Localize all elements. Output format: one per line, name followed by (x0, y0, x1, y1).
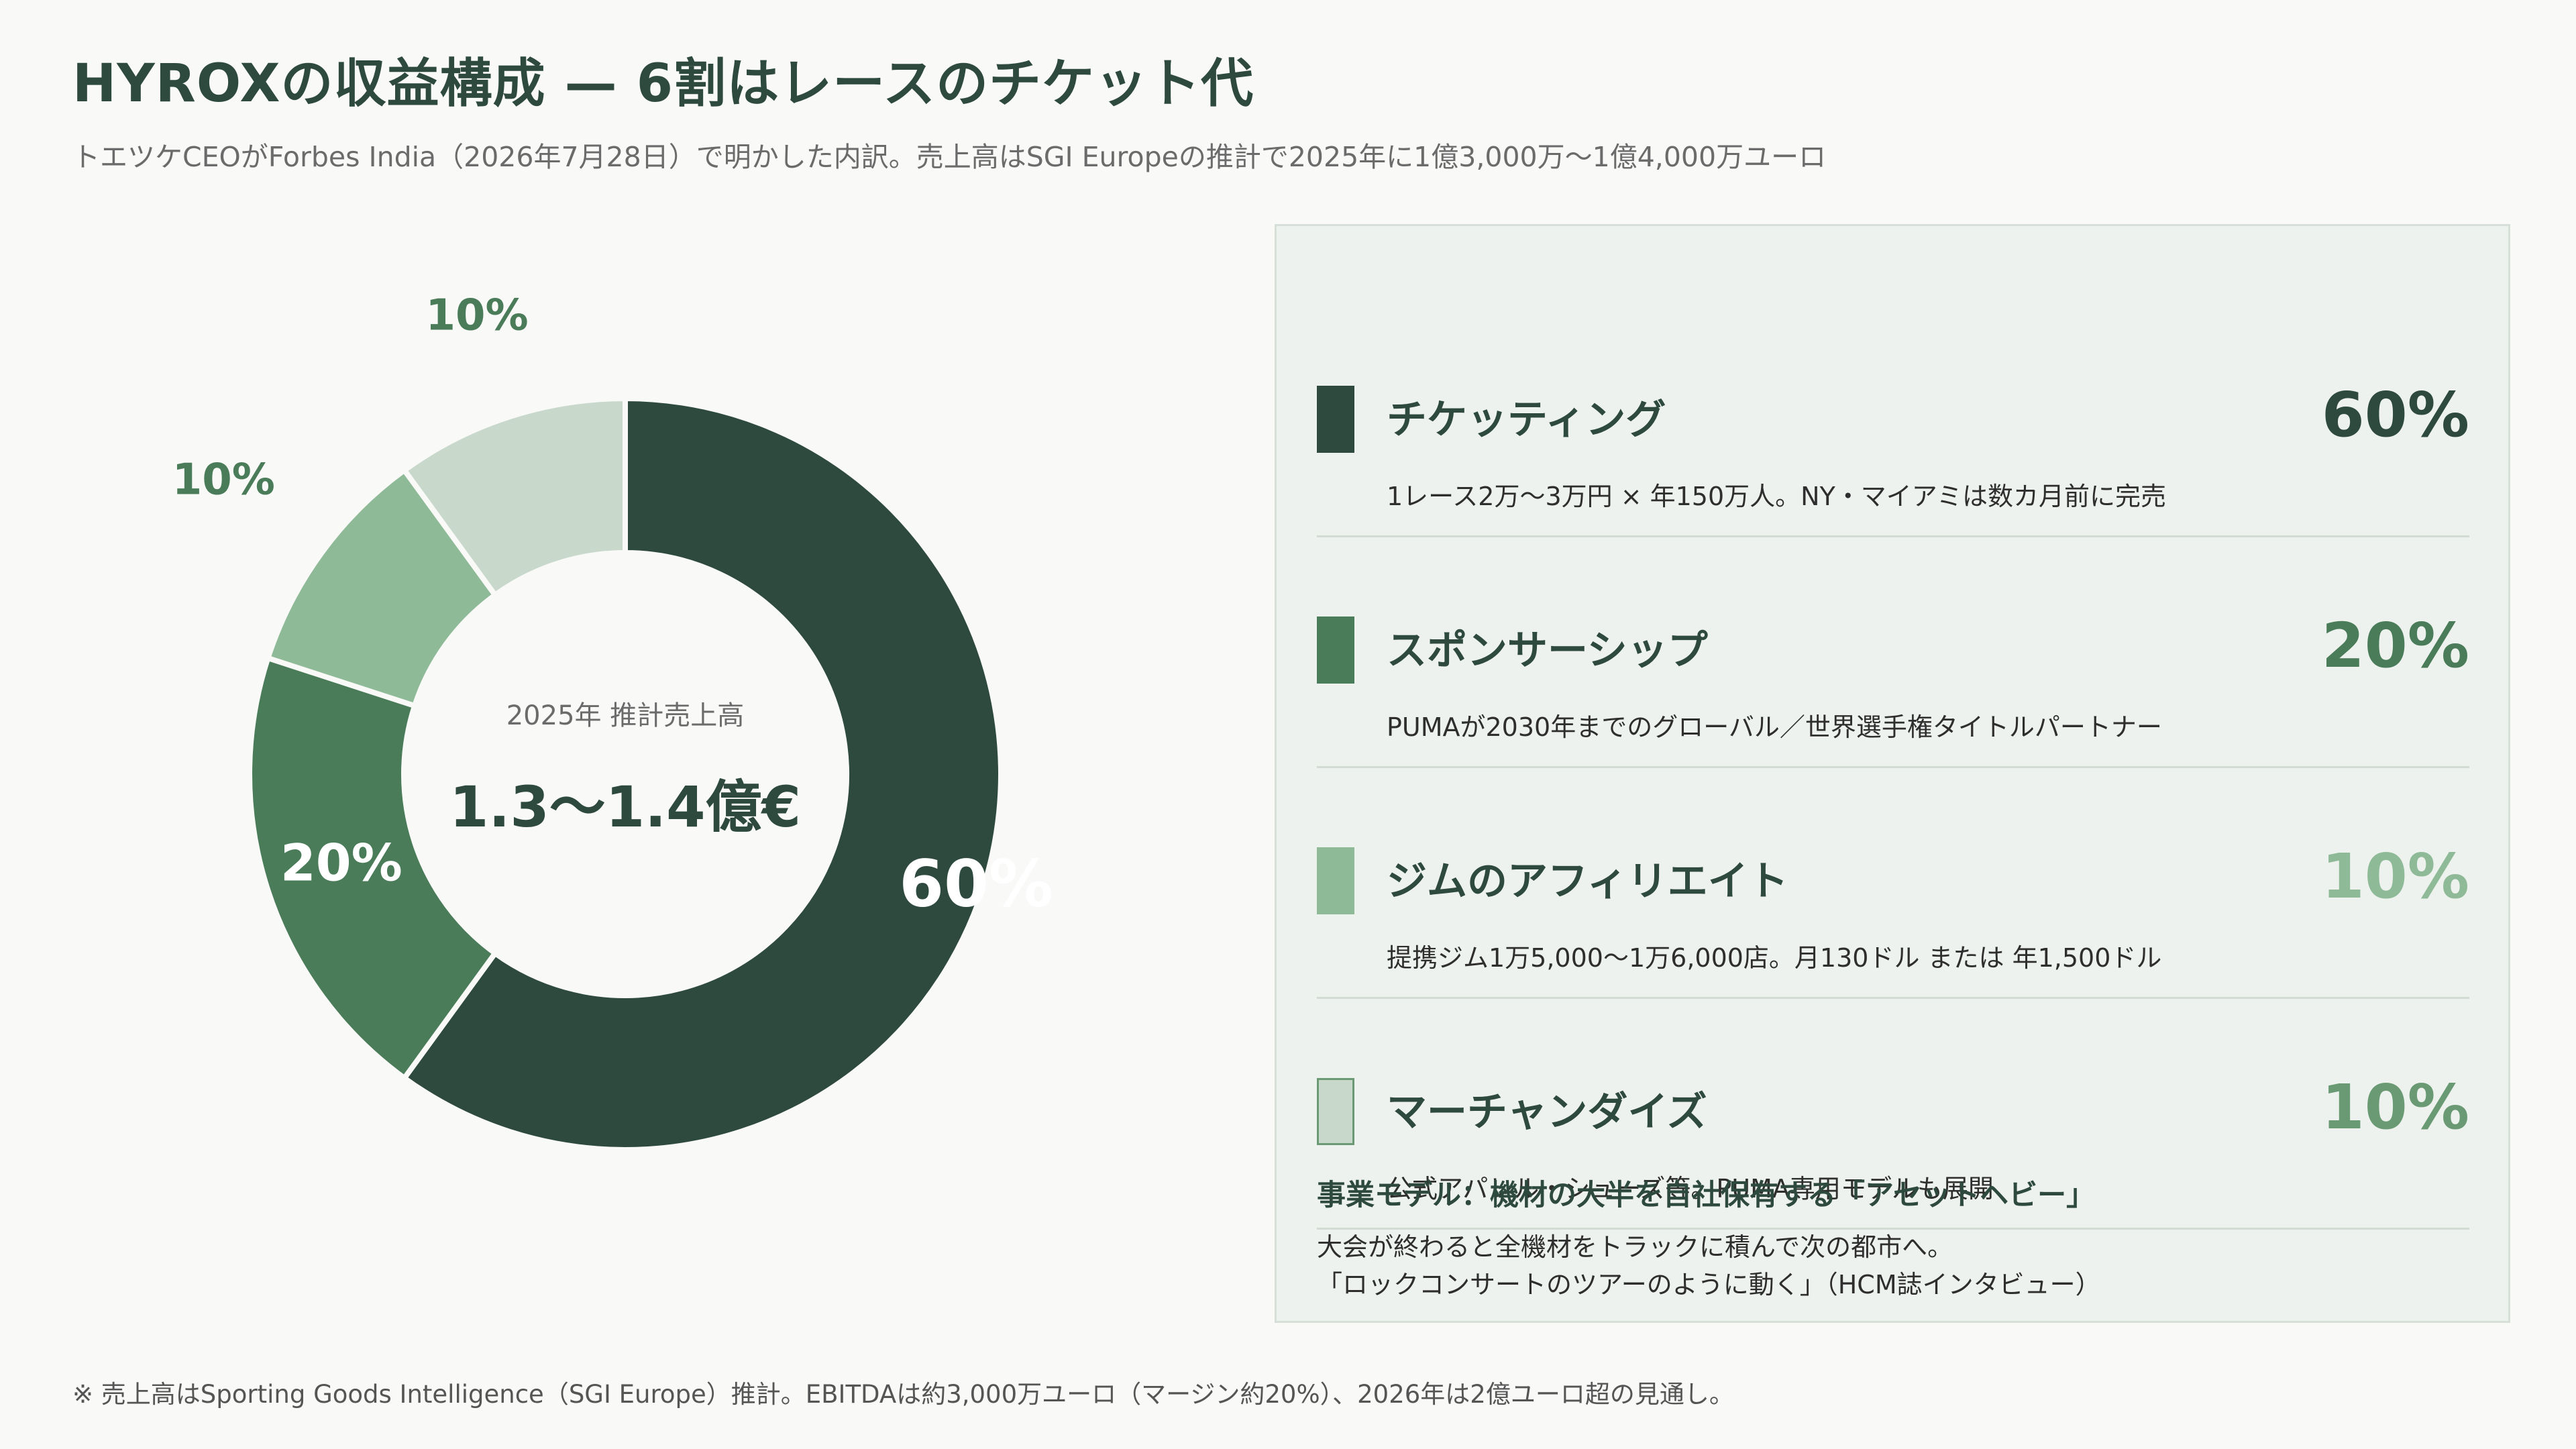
business-model-title: 事業モデル：機材の大半を自社保有する「アセットヘビー」 (1317, 1179, 2096, 1212)
swatch-gym-affiliate (1317, 847, 1354, 914)
swatch-sponsorship (1317, 616, 1354, 684)
breakdown-row-ticketing: チケッティング 60% 1レース2万〜3万円 × 年150万人。NY・マイアミは… (1317, 307, 2469, 537)
center-caption: 2025年 推計売上高 (506, 700, 745, 731)
donut-slice-label-4: 10% (425, 295, 528, 341)
page-title: HYROXの収益構成 — 6割はレースのチケット代 (72, 54, 1254, 114)
page-subtitle: トエツケCEOがForbes India（2026年7月28日）で明かした内訳。… (72, 141, 1827, 173)
center-value: 1.3〜1.4億€ (449, 774, 801, 840)
category-name: スポンサーシップ (1387, 627, 1708, 674)
category-description: PUMAが2030年までのグローバル／世界選手権タイトルパートナー (1387, 712, 2162, 742)
category-percent: 20% (2321, 610, 2469, 682)
category-percent: 10% (2321, 1071, 2469, 1143)
footnote: ※ 売上高はSporting Goods Intelligence（SGI Eu… (72, 1380, 1734, 1409)
category-description: 公式アパレル・シューズ等。PUMA専用モデルも展開 (1387, 1174, 1994, 1203)
donut-slice-1 (400, 395, 1004, 1152)
donut-chart: 60% 20% 10% 10% 2025年 推計売上高 1.3〜1.4億€ (121, 295, 1127, 1234)
donut-labels: 60% 20% 10% 10% (172, 295, 1053, 921)
category-description: 1レース2万〜3万円 × 年150万人。NY・マイアミは数カ月前に完売 (1387, 482, 2167, 511)
category-name: マーチャンダイズ (1387, 1089, 1707, 1136)
category-name: ジムのアフィリエイト (1387, 858, 1788, 905)
business-model-line: 大会が終わると全機材をトラックに積んで次の都市へ。 (1317, 1232, 1953, 1262)
donut-slice-label-2: 20% (280, 833, 402, 892)
donut-slice-label-3: 10% (172, 455, 275, 505)
donut-slices (247, 395, 1004, 1152)
category-percent: 10% (2321, 841, 2469, 912)
category-name: チケッティング (1387, 396, 1666, 443)
business-model-note: 事業モデル：機材の大半を自社保有する「アセットヘビー」 大会が終わると全機材をト… (1317, 1172, 2469, 1303)
breakdown-row-sponsorship: スポンサーシップ 20% PUMAが2030年までのグローバル／世界選手権タイト… (1317, 537, 2469, 768)
breakdown-row-merchandise: マーチャンダイズ 10% 公式アパレル・シューズ等。PUMA専用モデルも展開 (1317, 999, 2469, 1230)
donut-svg: 60% 20% 10% 10% 2025年 推計売上高 1.3〜1.4億€ (172, 295, 1053, 1152)
breakdown-row-gym-affiliate: ジムのアフィリエイト 10% 提携ジム1万5,000〜1万6,000店。月130… (1317, 768, 2469, 999)
swatch-ticketing (1317, 386, 1354, 453)
category-description: 提携ジム1万5,000〜1万6,000店。月130ドル または 年1,500ドル (1387, 943, 2162, 973)
category-percent: 60% (2321, 379, 2469, 451)
swatch-merchandise (1317, 1078, 1354, 1145)
donut-slice-label-1: 60% (899, 846, 1053, 921)
business-model-quote: 「ロックコンサートのツアーのように動く」（HCM誌インタビュー） (1317, 1270, 2101, 1299)
donut-slice-4 (400, 395, 628, 599)
donut-slice-2 (247, 654, 499, 1082)
breakdown-panel: チケッティング 60% 1レース2万〜3万円 × 年150万人。NY・マイアミは… (1275, 224, 2510, 1323)
